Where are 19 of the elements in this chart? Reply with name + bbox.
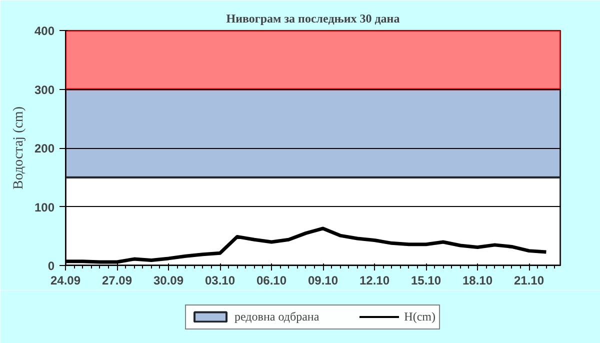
y-tick-label: 400 xyxy=(34,24,55,38)
x-tick-label: 24.09 xyxy=(50,274,81,288)
x-tick-label: 18.10 xyxy=(462,274,493,288)
chart-title: Нивограм за последњих 30 дана xyxy=(226,12,400,26)
y-tick-label: 100 xyxy=(34,200,55,214)
legend-label: редовна одбрана xyxy=(234,309,320,324)
x-tick-label: 09.10 xyxy=(308,274,338,288)
y-tick-label: 0 xyxy=(48,259,55,273)
y-tick-label: 200 xyxy=(34,142,55,156)
x-tick-label: 21.10 xyxy=(514,274,544,288)
x-tick-label: 30.09 xyxy=(153,274,184,288)
y-axis-title: Водостај (cm) xyxy=(11,106,26,190)
x-tick-label: 03.10 xyxy=(204,274,236,288)
x-tick-label: 15.10 xyxy=(411,274,442,288)
y-tick-label: 300 xyxy=(34,82,55,97)
x-tick-label: 27.09 xyxy=(102,274,132,288)
x-tick-label: 12.10 xyxy=(360,274,390,288)
x-tick-label: 06.10 xyxy=(256,274,287,288)
legend-label: H(cm) xyxy=(404,309,436,324)
